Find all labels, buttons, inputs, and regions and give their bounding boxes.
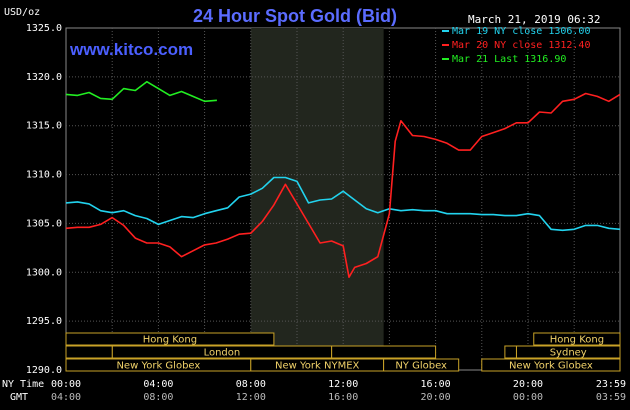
session-label-london: London (204, 348, 241, 359)
y-tick-label: 1305.0 (26, 218, 62, 229)
session-bar-hong-kong-2 (533, 332, 621, 346)
legend-entry: Mar 20 NY close 1312.40 (452, 40, 590, 51)
y-tick-label: 1320.0 (26, 72, 62, 83)
y-tick-label: 1325.0 (26, 23, 62, 34)
gmt-label: GMT (10, 392, 28, 403)
session-label-hong-kong-2: Hong Kong (550, 335, 604, 346)
series-line-1 (65, 176, 621, 232)
session-bar-ny-globex (383, 358, 460, 372)
x-tick-label-gmt: 00:00 (513, 392, 543, 403)
chart-title: 24 Hour Spot Gold (Bid) (193, 6, 397, 26)
y-tick-label: 1290.0 (26, 365, 62, 376)
x-tick-label-ny: 23:59 (596, 379, 626, 390)
x-tick-label-ny: 16:00 (421, 379, 451, 390)
y-axis: 1325.0 1320.0 1315.0 1310.0 1305.0 1300.0 1295… (26, 23, 62, 376)
session-label-sydney: Sydney (550, 348, 587, 359)
x-tick-label-gmt: 12:00 (236, 392, 266, 403)
timestamp: March 21, 2019 06:32 (468, 13, 600, 26)
session-bar-hong-kong-1 (65, 332, 275, 346)
session-label-hong-kong-1: Hong Kong (143, 335, 197, 346)
x-tick-label-gmt: 20:00 (421, 392, 451, 403)
session-bars: Hong Kong London New York Globex New York N… (65, 332, 621, 372)
session-label-new-york-globex-1: New York Globex (116, 361, 200, 372)
unit-label: USD/oz (4, 7, 40, 18)
series-line-3 (65, 80, 217, 103)
y-tick-label: 1300.0 (26, 267, 62, 278)
x-tick-label-ny: 20:00 (513, 379, 543, 390)
x-axis: 00:00 04:00 04:00 08:00 08:00 12:00 12:00 16:00… (51, 379, 626, 403)
session-bar-new-york-globex-2 (481, 358, 621, 372)
legend: Mar 19 NY close 1306.00 Mar 20 NY close 1… (442, 26, 590, 65)
ny-time-label: NY Time (2, 379, 44, 390)
session-label-new-york-nymex: New York NYMEX (275, 361, 360, 372)
session-bar-stub (504, 345, 517, 359)
watermark: www.kitco.com (69, 40, 193, 59)
series-lines (65, 80, 621, 279)
nymex-session-band (250, 28, 384, 370)
x-tick-label-ny: 00:00 (51, 379, 81, 390)
grid (66, 28, 620, 370)
session-label-new-york-globex-2: New York Globex (509, 361, 593, 372)
y-tick-label: 1295.0 (26, 316, 62, 327)
x-tick-label-gmt: 16:00 (328, 392, 358, 403)
x-tick-label-gmt: 04:00 (51, 392, 81, 403)
session-bar-stub (331, 345, 437, 359)
y-tick-label: 1310.0 (26, 170, 62, 181)
x-tick-label-gmt: 03:59 (596, 392, 626, 403)
session-label-ny-globex: NY Globex (395, 361, 447, 372)
legend-entry: Mar 19 NY close 1306.00 (452, 26, 590, 37)
x-tick-label-ny: 12:00 (328, 379, 358, 390)
x-tick-label-gmt: 08:00 (143, 392, 173, 403)
legend-entry: Mar 21 Last 1316.90 (452, 54, 566, 65)
session-bar-stub (65, 345, 113, 359)
x-tick-label-ny: 08:00 (236, 379, 266, 390)
series-line-2 (65, 92, 621, 279)
x-tick-label-ny: 04:00 (143, 379, 173, 390)
y-tick-label: 1315.0 (26, 121, 62, 132)
